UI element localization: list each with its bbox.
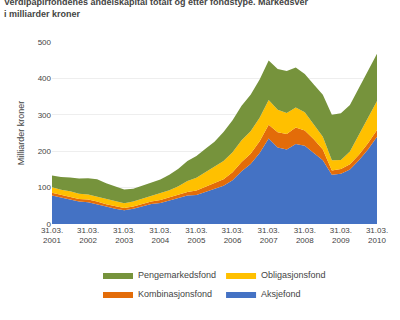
svg-text:0: 0 bbox=[47, 220, 52, 229]
svg-text:Obligasjonsfond: Obligasjonsfond bbox=[261, 270, 326, 280]
svg-text:31.03.2010: 31.03.2010 bbox=[366, 226, 388, 245]
svg-text:31.03.2004: 31.03.2004 bbox=[149, 226, 171, 245]
svg-text:200: 200 bbox=[38, 147, 52, 156]
svg-text:31.03.2003: 31.03.2003 bbox=[113, 226, 135, 245]
svg-text:Milliarder kroner: Milliarder kroner bbox=[16, 101, 26, 166]
svg-text:Aksjefond: Aksjefond bbox=[261, 289, 301, 299]
svg-text:31.03.2002: 31.03.2002 bbox=[77, 226, 99, 245]
svg-text:Pengemarkedsfond: Pengemarkedsfond bbox=[138, 270, 216, 280]
svg-text:31.03.2008: 31.03.2008 bbox=[294, 226, 316, 245]
svg-text:Kombinasjonsfond: Kombinasjonsfond bbox=[138, 289, 212, 299]
svg-text:400: 400 bbox=[38, 74, 52, 83]
svg-text:500: 500 bbox=[38, 38, 52, 47]
svg-text:31.03.2006: 31.03.2006 bbox=[221, 226, 243, 245]
svg-text:31.03.2007: 31.03.2007 bbox=[258, 226, 280, 245]
svg-text:31.03.2009: 31.03.2009 bbox=[330, 226, 352, 245]
svg-text:31.03.2005: 31.03.2005 bbox=[185, 226, 207, 245]
svg-text:31.03.2001: 31.03.2001 bbox=[41, 226, 63, 245]
svg-text:100: 100 bbox=[38, 183, 52, 192]
svg-text:300: 300 bbox=[38, 111, 52, 120]
svg-text:Verdipapirfondenes andelskapit: Verdipapirfondenes andelskapital totalt … bbox=[4, 0, 309, 19]
